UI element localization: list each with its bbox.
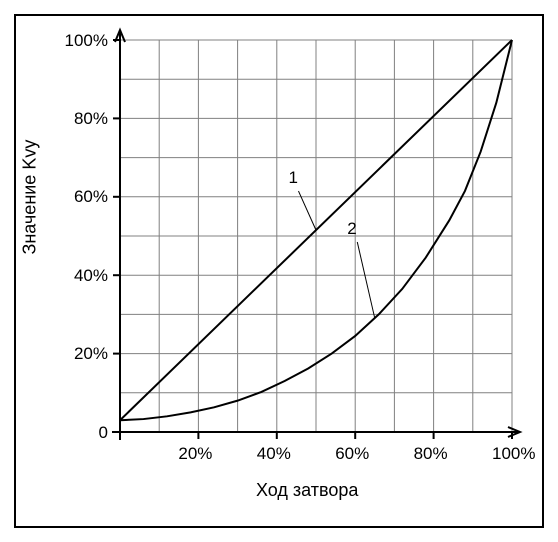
x-tick-60: 60%: [335, 444, 369, 464]
y-tick-60: 60%: [74, 187, 108, 207]
y-tick-0: 0: [99, 423, 108, 443]
x-tick-100: 100%: [492, 444, 535, 464]
annot-series-2: 2: [347, 219, 356, 239]
y-tick-40: 40%: [74, 266, 108, 286]
y-tick-100: 100%: [65, 31, 108, 51]
x-tick-20: 20%: [178, 444, 212, 464]
x-tick-40: 40%: [257, 444, 291, 464]
x-tick-80: 80%: [414, 444, 448, 464]
grid: [120, 40, 512, 432]
annot-series-1: 1: [288, 168, 297, 188]
y-tick-80: 80%: [74, 109, 108, 129]
y-tick-20: 20%: [74, 344, 108, 364]
